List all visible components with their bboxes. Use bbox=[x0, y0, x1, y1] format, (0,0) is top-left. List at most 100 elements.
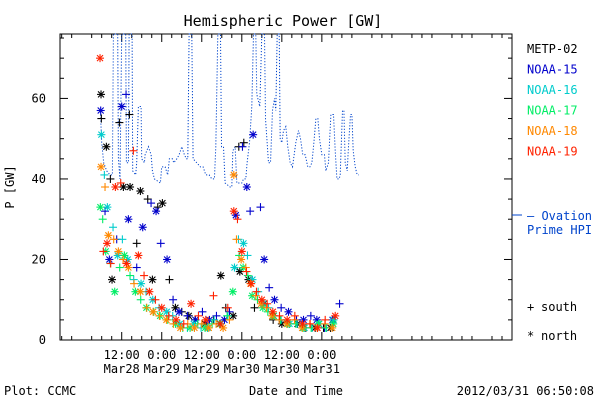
legend-noaa-17: NOAA-17 bbox=[527, 104, 578, 118]
point-noaa-19 bbox=[229, 207, 238, 216]
point-noaa-17 bbox=[329, 319, 338, 328]
point-noaa-19 bbox=[247, 279, 256, 288]
point-noaa-15 bbox=[246, 207, 255, 216]
point-noaa-15 bbox=[147, 199, 156, 208]
point-noaa-15 bbox=[238, 142, 247, 151]
point-noaa-19 bbox=[103, 239, 112, 248]
point-noaa-19 bbox=[242, 267, 251, 276]
ovation-line bbox=[98, 33, 359, 188]
point-noaa-19 bbox=[145, 287, 154, 296]
marker-legend-south: south bbox=[541, 300, 577, 314]
point-noaa-15 bbox=[256, 203, 265, 212]
point-noaa-15 bbox=[277, 303, 286, 312]
x-tick-label-time: 0:00 bbox=[227, 348, 256, 362]
point-noaa-19 bbox=[306, 319, 315, 328]
point-noaa-17 bbox=[126, 271, 135, 280]
point-noaa-17 bbox=[136, 295, 145, 304]
point-noaa-19 bbox=[151, 295, 160, 304]
point-metp-02 bbox=[119, 183, 128, 191]
point-noaa-18 bbox=[262, 303, 271, 312]
point-noaa-18 bbox=[232, 235, 241, 244]
y-tick-label: 0 bbox=[39, 333, 46, 347]
point-noaa-15 bbox=[265, 283, 274, 292]
point-metp-02 bbox=[126, 183, 135, 191]
point-noaa-16 bbox=[137, 279, 146, 288]
point-noaa-17 bbox=[291, 319, 300, 328]
x-tick-label-time: 12:00 bbox=[264, 348, 300, 362]
y-tick-label: 40 bbox=[32, 172, 46, 186]
point-noaa-19 bbox=[140, 271, 149, 280]
legend: METP-02 NOAA-15 NOAA-16 NOAA-17 NOAA-18 NOAA-… bbox=[512, 42, 578, 343]
point-metp-02 bbox=[136, 187, 145, 196]
point-metp-02 bbox=[125, 110, 134, 119]
point-noaa-16 bbox=[210, 315, 219, 324]
x-tick-label-time: 0:00 bbox=[147, 348, 176, 362]
marker-legend-symbol: * bbox=[527, 329, 534, 343]
point-noaa-15 bbox=[152, 207, 161, 216]
y-axis: 0 20 40 60 bbox=[32, 37, 512, 347]
point-noaa-17 bbox=[110, 287, 119, 296]
point-noaa-15 bbox=[138, 223, 147, 232]
legend-noaa-18: NOAA-18 bbox=[527, 124, 578, 138]
point-noaa-16 bbox=[100, 170, 109, 179]
point-noaa-19 bbox=[331, 311, 340, 320]
point-noaa-18 bbox=[190, 323, 199, 332]
x-tick-label-date: Mar30 bbox=[224, 362, 260, 376]
point-noaa-15 bbox=[306, 311, 315, 320]
point-noaa-17 bbox=[120, 251, 129, 260]
point-noaa-19 bbox=[187, 299, 196, 308]
point-noaa-18 bbox=[155, 311, 164, 320]
legend-noaa-19: NOAA-19 bbox=[527, 145, 578, 159]
point-noaa-16 bbox=[109, 223, 118, 232]
x-tick-label-time: 12:00 bbox=[104, 348, 140, 362]
point-noaa-19 bbox=[99, 247, 108, 256]
point-noaa-18 bbox=[328, 323, 337, 332]
x-tick-label-date: Mar30 bbox=[264, 362, 300, 376]
point-metp-02 bbox=[250, 303, 259, 312]
point-noaa-18 bbox=[219, 323, 228, 332]
x-axis-label: Date and Time bbox=[249, 384, 343, 398]
point-noaa-19 bbox=[134, 251, 143, 260]
point-noaa-19 bbox=[116, 178, 125, 187]
ovation-label-line2: Prime HPI bbox=[527, 223, 592, 237]
point-noaa-19 bbox=[268, 307, 277, 316]
point-noaa-15 bbox=[156, 239, 165, 248]
point-metp-02 bbox=[106, 174, 115, 183]
point-noaa-18 bbox=[169, 319, 178, 328]
point-noaa-18 bbox=[229, 170, 238, 179]
point-noaa-15 bbox=[175, 307, 184, 316]
point-noaa-15 bbox=[284, 307, 293, 316]
point-noaa-19 bbox=[216, 319, 225, 328]
point-noaa-19 bbox=[313, 323, 322, 332]
point-noaa-15 bbox=[198, 307, 207, 316]
point-noaa-19 bbox=[106, 259, 115, 268]
point-noaa-19 bbox=[209, 291, 218, 300]
point-noaa-15 bbox=[299, 315, 308, 324]
data-points bbox=[96, 54, 344, 332]
point-noaa-15 bbox=[335, 299, 344, 308]
point-noaa-18 bbox=[149, 307, 158, 316]
point-noaa-17 bbox=[243, 271, 252, 280]
point-noaa-15 bbox=[163, 255, 172, 264]
x-tick-label-date: Mar28 bbox=[104, 362, 140, 376]
point-metp-02 bbox=[165, 275, 174, 284]
point-noaa-19 bbox=[122, 259, 131, 268]
point-noaa-18 bbox=[109, 235, 118, 244]
point-noaa-19 bbox=[157, 303, 166, 312]
legend-noaa-16: NOAA-16 bbox=[527, 83, 578, 97]
point-metp-02 bbox=[158, 199, 167, 208]
x-axis: 12:00Mar280:00Mar2912:00Mar290:00Mar3012… bbox=[61, 34, 513, 376]
legend-metp-02: METP-02 bbox=[527, 42, 578, 56]
point-noaa-18 bbox=[97, 162, 106, 171]
point-noaa-18 bbox=[251, 291, 260, 300]
point-noaa-18 bbox=[142, 303, 151, 312]
ovation-prime-hpi-line bbox=[98, 33, 359, 188]
point-noaa-18 bbox=[225, 315, 234, 324]
point-noaa-17 bbox=[314, 319, 323, 328]
marker-legend-north: north bbox=[541, 329, 577, 343]
point-noaa-17 bbox=[98, 215, 107, 224]
point-noaa-15 bbox=[225, 307, 234, 316]
point-noaa-16 bbox=[239, 239, 248, 248]
point-noaa-16 bbox=[162, 307, 171, 316]
x-tick-label-date: Mar29 bbox=[144, 362, 180, 376]
